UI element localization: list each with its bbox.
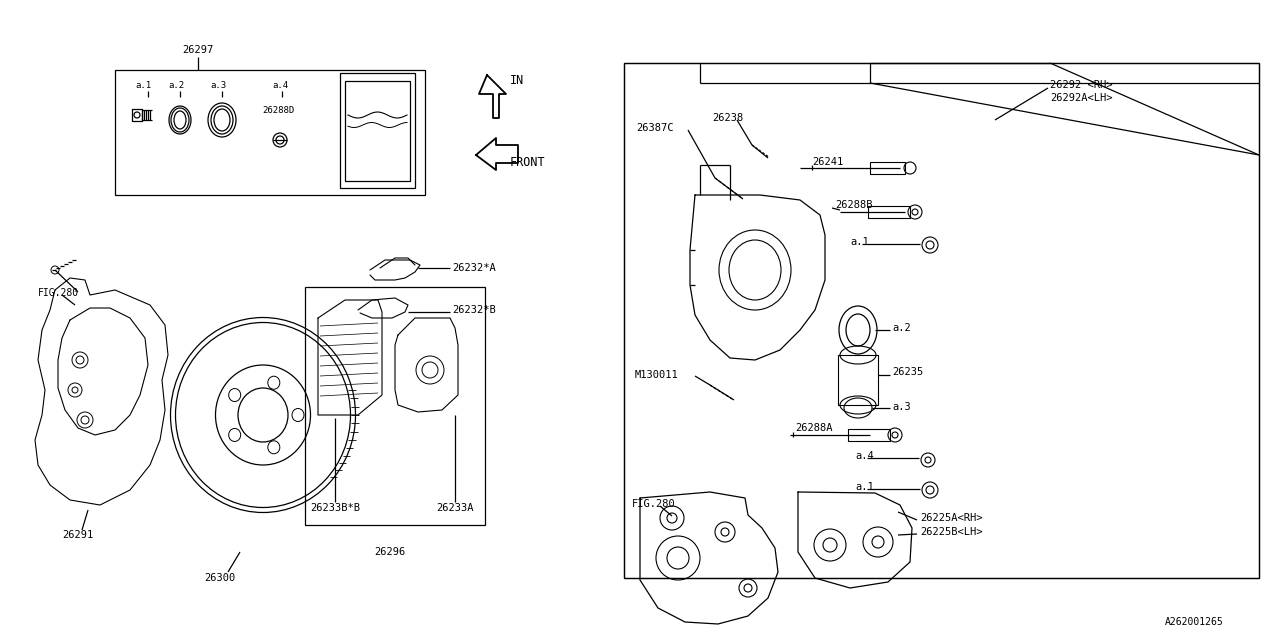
Bar	[305, 287, 485, 525]
Text: 26288A: 26288A	[795, 423, 832, 433]
Text: a.3: a.3	[892, 402, 911, 412]
Text: 26297: 26297	[182, 45, 214, 55]
Text: a.1: a.1	[855, 482, 874, 492]
Bar	[625, 63, 1260, 578]
Text: FIG.280: FIG.280	[632, 499, 676, 509]
Text: 26292 <RH>: 26292 <RH>	[1050, 80, 1112, 90]
Text: 26291: 26291	[61, 530, 93, 540]
Text: IN: IN	[509, 74, 525, 86]
Text: 26225A<RH>: 26225A<RH>	[920, 513, 983, 523]
Text: a.4: a.4	[855, 451, 874, 461]
Text: M130011: M130011	[635, 370, 678, 380]
Text: 26292A<LH>: 26292A<LH>	[1050, 93, 1112, 103]
Text: 26225B<LH>: 26225B<LH>	[920, 527, 983, 537]
Text: 26232*B: 26232*B	[452, 305, 495, 315]
Text: FRONT: FRONT	[509, 156, 545, 168]
Text: A262001265: A262001265	[1165, 617, 1224, 627]
Text: 26300: 26300	[205, 573, 236, 583]
Bar	[115, 70, 425, 195]
Text: 26233A: 26233A	[436, 503, 474, 513]
Bar	[838, 355, 878, 405]
Text: a.3: a.3	[210, 81, 227, 90]
Text: a.4: a.4	[273, 81, 288, 90]
Text: 26241: 26241	[812, 157, 844, 167]
Text: a.2: a.2	[892, 323, 911, 333]
Text: FIG.280: FIG.280	[38, 288, 79, 298]
Bar	[870, 162, 905, 174]
Text: 26288B: 26288B	[835, 200, 873, 210]
Bar	[849, 429, 890, 441]
Text: 26288D: 26288D	[262, 106, 294, 115]
Text: 26235: 26235	[892, 367, 923, 377]
Bar	[340, 73, 415, 188]
Text: 26238: 26238	[712, 113, 744, 123]
Bar	[346, 81, 410, 181]
Text: 26233B*B: 26233B*B	[310, 503, 360, 513]
Text: 26232*A: 26232*A	[452, 263, 495, 273]
Text: a.1: a.1	[134, 81, 151, 90]
Text: a.2: a.2	[168, 81, 184, 90]
Text: 26387C: 26387C	[636, 123, 673, 133]
Text: 26296: 26296	[374, 547, 406, 557]
Text: a.1: a.1	[850, 237, 869, 247]
Bar	[868, 206, 910, 218]
